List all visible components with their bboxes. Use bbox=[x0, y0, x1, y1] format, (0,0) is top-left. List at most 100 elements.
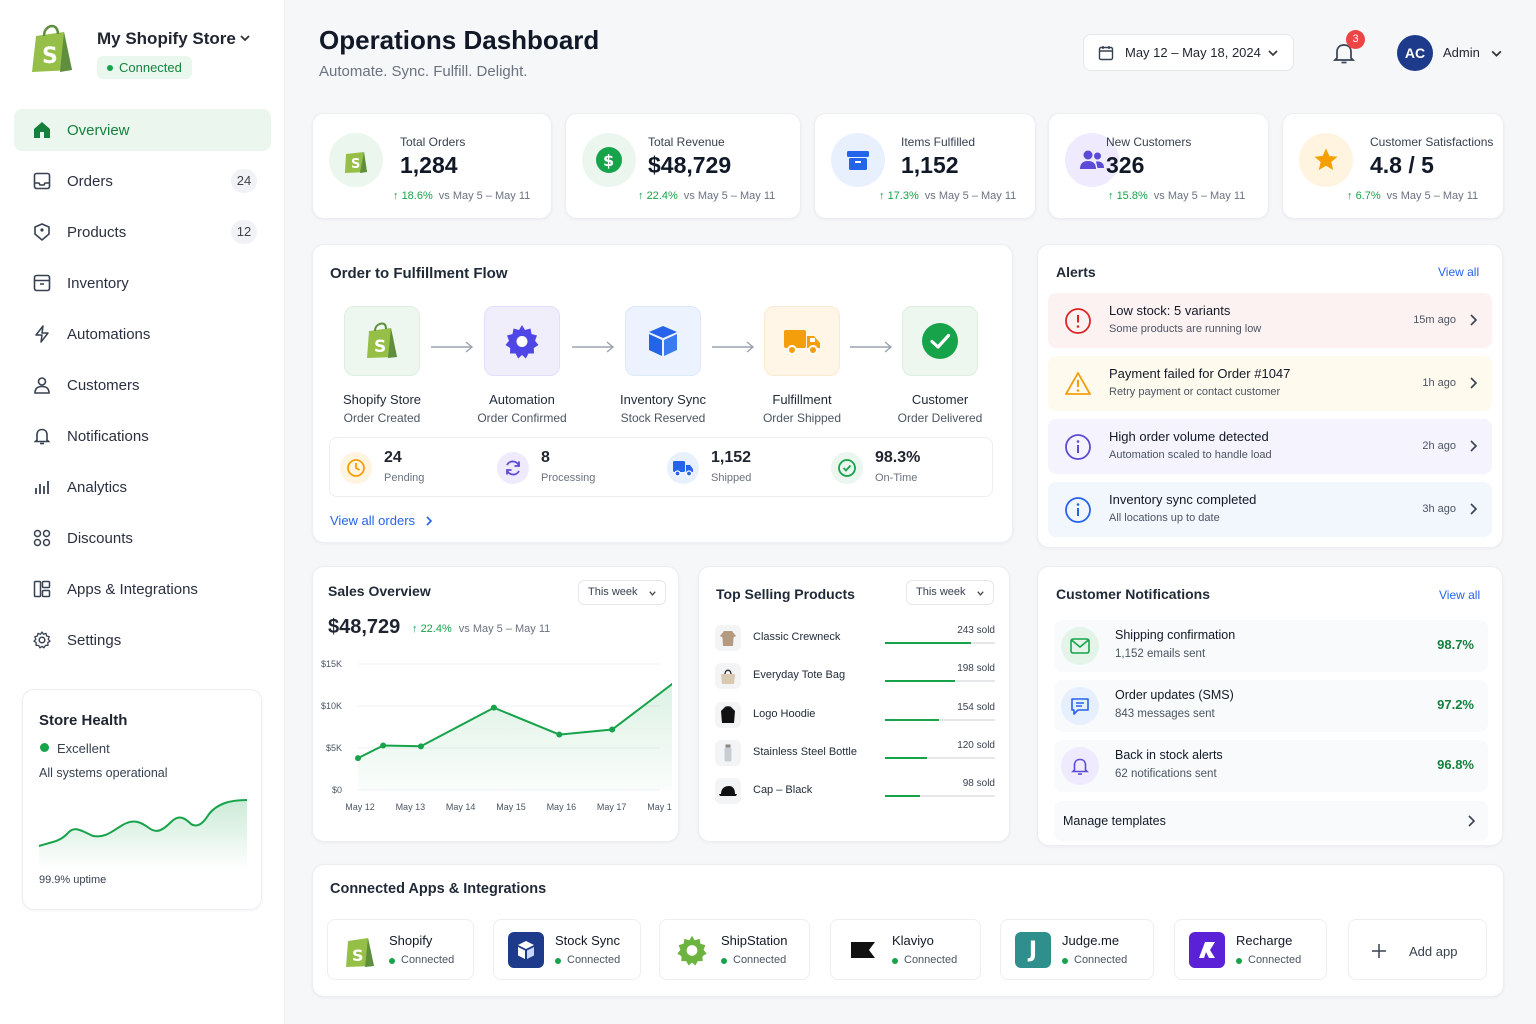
error-icon bbox=[1065, 308, 1091, 334]
cap-icon bbox=[715, 778, 741, 804]
data-point bbox=[417, 743, 424, 750]
app-name: Judge.me bbox=[1062, 933, 1120, 948]
sidebar-item-analytics[interactable]: Analytics bbox=[14, 466, 271, 508]
notification-channel-row[interactable]: Shipping confirmation 1,152 emails sent … bbox=[1054, 620, 1488, 672]
add-app-label: Add app bbox=[1409, 944, 1458, 959]
kpi-change: ↑ 22.4% vs May 5 – May 11 bbox=[638, 190, 776, 202]
notification-rate: 96.8% bbox=[1437, 757, 1474, 772]
product-row[interactable]: Cap – Black 98 sold bbox=[715, 778, 995, 808]
product-name: Classic Crewneck bbox=[753, 631, 841, 643]
date-range-label: May 12 – May 18, 2024 bbox=[1125, 45, 1261, 60]
add-app-button[interactable]: Add app bbox=[1348, 919, 1487, 980]
customer-notifications-title: Customer Notifications bbox=[1056, 586, 1211, 602]
alert-subtitle: Retry payment or contact customer bbox=[1109, 386, 1281, 398]
kpi-label: Total Revenue bbox=[648, 135, 725, 149]
date-range-picker[interactable]: May 12 – May 18, 2024 bbox=[1083, 34, 1294, 71]
sidebar-item-orders[interactable]: Orders 24 bbox=[14, 160, 271, 202]
stat-label: On-Time bbox=[875, 472, 918, 484]
x-tick-label: May 12 bbox=[345, 802, 375, 812]
sales-compare: vs May 5 – May 11 bbox=[458, 623, 551, 635]
chevron-down-icon[interactable] bbox=[238, 31, 252, 50]
app-card-judge-me[interactable]: J Judge.me Connected bbox=[1000, 919, 1154, 980]
chevron-right-icon[interactable] bbox=[424, 515, 434, 527]
app-card-recharge[interactable]: Recharge Connected bbox=[1174, 919, 1327, 980]
info-icon bbox=[1065, 434, 1091, 460]
product-bar-fill bbox=[885, 795, 920, 797]
arrow-right-icon bbox=[850, 341, 893, 353]
integrations-title: Connected Apps & Integrations bbox=[330, 881, 547, 897]
sidebar-item-customers[interactable]: Customers bbox=[14, 364, 271, 406]
box-icon bbox=[33, 274, 51, 292]
kpi-value: 1,152 bbox=[901, 152, 959, 178]
product-row[interactable]: Stainless Steel Bottle 120 sold bbox=[715, 740, 995, 770]
kpi-change: ↑ 6.7% vs May 5 – May 11 bbox=[1347, 190, 1479, 202]
notification-subtitle: 843 messages sent bbox=[1115, 708, 1215, 720]
health-status-dot bbox=[40, 743, 49, 752]
alert-item[interactable]: Low stock: 5 variants Some products are … bbox=[1048, 293, 1492, 348]
alerts-view-all-link[interactable]: View all bbox=[1438, 265, 1480, 279]
hoodie-icon bbox=[715, 702, 741, 728]
notifications-view-all-link[interactable]: View all bbox=[1439, 588, 1481, 602]
manage-templates-button[interactable]: Manage templates bbox=[1054, 801, 1488, 841]
app-name: ShipStation bbox=[721, 933, 788, 948]
refresh-icon bbox=[497, 452, 529, 484]
user-menu-label[interactable]: Admin bbox=[1443, 45, 1480, 60]
alert-item[interactable]: Payment failed for Order #1047 Retry pay… bbox=[1048, 356, 1492, 411]
kpi-label: Items Fulfilled bbox=[901, 135, 976, 149]
chevron-right-icon bbox=[1470, 440, 1478, 452]
sidebar-item-automations[interactable]: Automations bbox=[14, 313, 271, 355]
sidebar-item-discounts[interactable]: Discounts bbox=[14, 517, 271, 559]
klaviyo-logo-icon bbox=[845, 932, 881, 968]
flow-step-sub: Stock Reserved bbox=[620, 411, 706, 425]
product-bar-track bbox=[885, 719, 995, 721]
gear-icon bbox=[33, 631, 51, 649]
sales-period-select[interactable]: This week bbox=[578, 580, 666, 605]
sidebar-item-inventory[interactable]: Inventory bbox=[14, 262, 271, 304]
avatar[interactable]: AC bbox=[1397, 35, 1433, 71]
arrow-right-icon bbox=[572, 341, 615, 353]
judge-me-logo-icon: J bbox=[1015, 932, 1051, 968]
kpi-change-pct: 6.7% bbox=[1355, 190, 1381, 202]
app-card-shopify[interactable]: S Shopify Connected bbox=[327, 919, 474, 980]
product-row[interactable]: Classic Crewneck 243 sold bbox=[715, 625, 995, 655]
store-health-title: Store Health bbox=[39, 712, 128, 729]
store-name[interactable]: My Shopify Store bbox=[97, 29, 236, 48]
sidebar-item-notifications[interactable]: Notifications bbox=[14, 415, 271, 457]
bell-icon bbox=[33, 428, 51, 445]
kpi-change-pct: 22.4% bbox=[646, 190, 678, 202]
mail-icon bbox=[1061, 627, 1099, 665]
sidebar-item-overview[interactable]: Overview bbox=[14, 109, 271, 151]
kpi-change-pct: 15.8% bbox=[1116, 190, 1148, 202]
notifications-bell-icon[interactable] bbox=[1331, 40, 1357, 71]
products-period-select[interactable]: This week bbox=[906, 580, 994, 605]
sidebar-item-apps-integrations[interactable]: Apps & Integrations bbox=[14, 568, 271, 610]
chevron-right-icon bbox=[1468, 815, 1476, 827]
sidebar-item-products[interactable]: Products 12 bbox=[14, 211, 271, 253]
view-all-orders-link[interactable]: View all orders bbox=[330, 513, 416, 528]
notification-channel-row[interactable]: Order updates (SMS) 843 messages sent 97… bbox=[1054, 680, 1488, 732]
manage-templates-label: Manage templates bbox=[1063, 814, 1166, 828]
notification-channel-row[interactable]: Back in stock alerts 62 notifications se… bbox=[1054, 740, 1488, 792]
flow-step-name: Inventory Sync bbox=[620, 392, 706, 407]
app-card-shipstation[interactable]: ShipStation Connected bbox=[659, 919, 810, 980]
product-bar-fill bbox=[885, 719, 940, 721]
sidebar-item-settings[interactable]: Settings bbox=[14, 619, 271, 661]
app-card-klaviyo[interactable]: Klaviyo Connected bbox=[830, 919, 981, 980]
svg-text:$: $ bbox=[603, 151, 614, 170]
product-row[interactable]: Logo Hoodie 154 sold bbox=[715, 702, 995, 732]
kpi-items-fulfilled: Items Fulfilled 1,152 ↑ 17.3% vs May 5 – … bbox=[814, 113, 1036, 219]
chevron-down-icon[interactable] bbox=[1490, 47, 1503, 60]
top-products-title: Top Selling Products bbox=[716, 586, 855, 602]
orders-icon bbox=[33, 172, 51, 190]
product-row[interactable]: Everyday Tote Bag 198 sold bbox=[715, 663, 995, 693]
alert-item[interactable]: Inventory sync completed All locations u… bbox=[1048, 482, 1492, 537]
alert-item[interactable]: High order volume detected Automation sc… bbox=[1048, 419, 1492, 474]
notification-count-badge: 3 bbox=[1346, 30, 1365, 49]
arrow-right-icon bbox=[431, 341, 474, 353]
bottle-icon bbox=[715, 740, 741, 766]
alert-time: 2h ago bbox=[1422, 440, 1456, 452]
app-card-stock-sync[interactable]: Stock Sync Connected bbox=[493, 919, 641, 980]
lightning-icon bbox=[35, 325, 49, 343]
apps-icon bbox=[33, 580, 51, 598]
sales-change-pct: 22.4% bbox=[420, 623, 452, 635]
